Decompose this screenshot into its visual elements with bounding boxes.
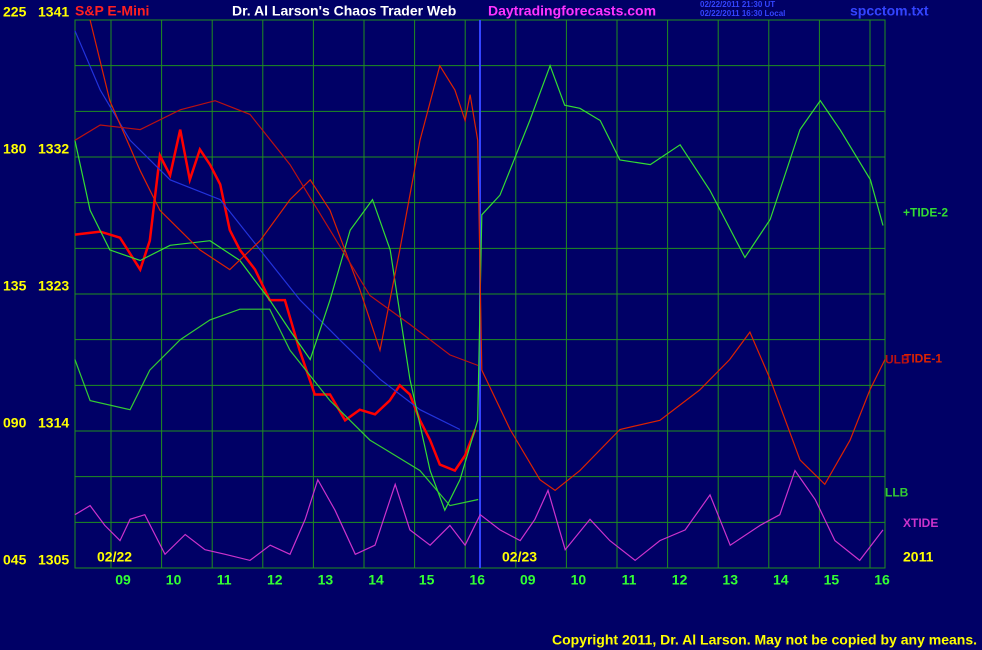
x-tick-label: 13 [722, 572, 738, 588]
x-tick-label: 16 [469, 572, 485, 588]
y2-tick-label: 045 [3, 552, 27, 568]
x-tick-label: 10 [571, 572, 587, 588]
x-tick-label: 15 [824, 572, 840, 588]
x-tick-label: 14 [773, 572, 789, 588]
y2-tick-label: 180 [3, 141, 27, 157]
series-label: TIDE-1 [904, 352, 942, 366]
x-tick-label: 09 [115, 572, 131, 588]
y2-tick-label: 225 [3, 4, 27, 20]
y-tick-label: 1332 [38, 141, 69, 157]
y2-tick-label: 090 [3, 415, 27, 431]
copyright: Copyright 2011, Dr. Al Larson. May not b… [552, 632, 977, 648]
series-line [74, 129, 477, 473]
x-tick-label: 11 [622, 572, 637, 588]
file-name: spcctom.txt [850, 3, 929, 19]
x-tick-label: 09 [520, 572, 536, 588]
x-tick-label: 16 [874, 572, 890, 588]
series-line [74, 100, 479, 367]
series-line [74, 63, 884, 512]
date-label: 02/23 [502, 549, 537, 565]
timestamp: 02/22/2011 21:30 UT [700, 0, 775, 9]
series-line [89, 19, 886, 492]
date-label: 2011 [903, 549, 934, 565]
x-tick-label: 13 [318, 572, 334, 588]
y-tick-label: 1305 [38, 552, 69, 568]
x-tick-label: 14 [368, 572, 384, 588]
x-tick-label: 12 [267, 572, 283, 588]
series-label: +TIDE-2 [903, 206, 948, 220]
y-tick-label: 1323 [38, 278, 69, 294]
date-label: 02/22 [97, 549, 132, 565]
x-tick-label: 11 [217, 572, 232, 588]
series-line [74, 308, 479, 507]
x-tick-label: 15 [419, 572, 435, 588]
y-tick-label: 1314 [38, 415, 69, 431]
site-name: Daytradingforecasts.com [488, 3, 656, 19]
chart-title: Dr. Al Larson's Chaos Trader Web [232, 3, 456, 19]
x-tick-label: 10 [166, 572, 182, 588]
y-tick-label: 1341 [38, 4, 69, 20]
y2-tick-label: 135 [3, 278, 27, 294]
series-label: ULB [885, 353, 910, 367]
x-tick-label: 12 [672, 572, 688, 588]
chart-subtitle: S&P E-Mini [75, 3, 149, 19]
series-label: XTIDE [903, 516, 938, 530]
timestamp: 02/22/2011 16:30 Local [700, 9, 785, 18]
series-label: LLB [885, 486, 909, 500]
series-line [74, 469, 884, 562]
